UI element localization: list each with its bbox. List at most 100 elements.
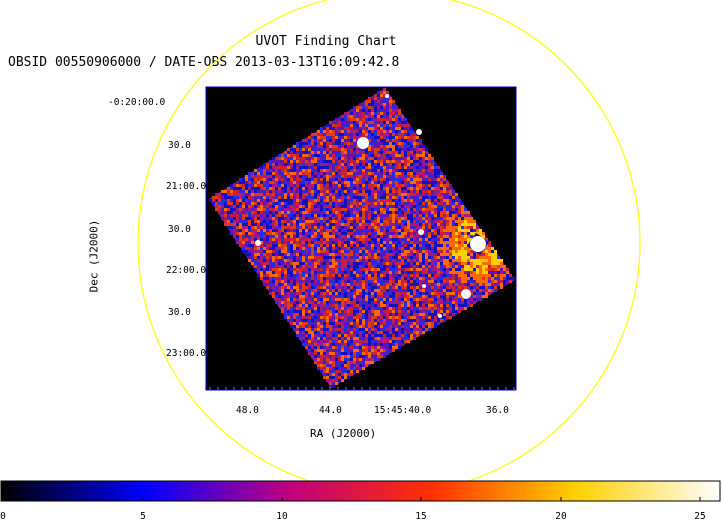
noise-pixel: [320, 133, 323, 136]
noise-pixel: [425, 160, 428, 163]
noise-pixel: [290, 196, 293, 199]
noise-pixel: [437, 223, 440, 226]
noise-pixel: [326, 190, 329, 193]
noise-pixel: [395, 148, 398, 151]
noise-pixel: [305, 202, 308, 205]
noise-pixel: [341, 163, 344, 166]
noise-pixel: [422, 304, 425, 307]
noise-pixel: [410, 292, 413, 295]
noise-pixel: [329, 241, 332, 244]
noise-pixel: [302, 157, 305, 160]
noise-pixel: [338, 256, 341, 259]
noise-pixel: [500, 262, 503, 265]
noise-pixel: [371, 142, 374, 145]
noise-pixel: [443, 307, 446, 310]
noise-pixel: [470, 250, 473, 253]
noise-pixel: [326, 208, 329, 211]
noise-pixel: [428, 319, 431, 322]
noise-pixel: [308, 181, 311, 184]
noise-pixel: [407, 190, 410, 193]
noise-pixel: [314, 145, 317, 148]
noise-pixel: [485, 262, 488, 265]
noise-pixel: [389, 190, 392, 193]
noise-pixel: [404, 244, 407, 247]
noise-pixel: [248, 187, 251, 190]
noise-pixel: [371, 175, 374, 178]
noise-pixel: [293, 304, 296, 307]
noise-pixel: [377, 91, 380, 94]
noise-pixel: [278, 247, 281, 250]
noise-pixel: [332, 232, 335, 235]
noise-pixel: [245, 181, 248, 184]
noise-pixel: [329, 187, 332, 190]
noise-pixel: [281, 232, 284, 235]
noise-pixel: [293, 160, 296, 163]
noise-pixel: [425, 193, 428, 196]
noise-pixel: [434, 229, 437, 232]
noise-pixel: [473, 232, 476, 235]
noise-pixel: [314, 274, 317, 277]
noise-pixel: [425, 202, 428, 205]
noise-pixel: [371, 118, 374, 121]
noise-pixel: [305, 148, 308, 151]
noise-pixel: [368, 298, 371, 301]
noise-pixel: [434, 247, 437, 250]
noise-pixel: [383, 250, 386, 253]
noise-pixel: [443, 193, 446, 196]
noise-pixel: [269, 175, 272, 178]
noise-pixel: [245, 235, 248, 238]
noise-pixel: [407, 238, 410, 241]
noise-pixel: [362, 184, 365, 187]
noise-pixel: [398, 280, 401, 283]
noise-pixel: [371, 301, 374, 304]
noise-pixel: [299, 244, 302, 247]
noise-pixel: [458, 238, 461, 241]
noise-pixel: [284, 310, 287, 313]
noise-pixel: [275, 163, 278, 166]
noise-pixel: [374, 235, 377, 238]
noise-pixel: [218, 205, 221, 208]
noise-pixel: [233, 226, 236, 229]
noise-pixel: [389, 130, 392, 133]
noise-pixel: [386, 253, 389, 256]
noise-pixel: [248, 250, 251, 253]
noise-pixel: [290, 229, 293, 232]
noise-pixel: [449, 298, 452, 301]
noise-pixel: [440, 211, 443, 214]
noise-pixel: [326, 184, 329, 187]
noise-pixel: [317, 250, 320, 253]
noise-pixel: [284, 262, 287, 265]
noise-pixel: [323, 193, 326, 196]
noise-pixel: [365, 130, 368, 133]
noise-pixel: [407, 256, 410, 259]
noise-pixel: [377, 316, 380, 319]
noise-pixel: [419, 280, 422, 283]
noise-pixel: [365, 313, 368, 316]
noise-pixel: [395, 304, 398, 307]
noise-pixel: [449, 223, 452, 226]
noise-pixel: [365, 196, 368, 199]
noise-pixel: [380, 136, 383, 139]
noise-pixel: [320, 145, 323, 148]
noise-pixel: [359, 217, 362, 220]
noise-pixel: [407, 157, 410, 160]
noise-pixel: [275, 220, 278, 223]
noise-pixel: [380, 256, 383, 259]
noise-pixel: [404, 214, 407, 217]
noise-pixel: [434, 322, 437, 325]
noise-pixel: [272, 253, 275, 256]
noise-pixel: [386, 145, 389, 148]
noise-pixel: [431, 223, 434, 226]
noise-pixel: [398, 268, 401, 271]
noise-pixel: [404, 235, 407, 238]
noise-pixel: [380, 109, 383, 112]
noise-pixel: [332, 280, 335, 283]
noise-pixel: [233, 211, 236, 214]
noise-pixel: [269, 172, 272, 175]
noise-pixel: [347, 154, 350, 157]
noise-pixel: [335, 127, 338, 130]
noise-pixel: [311, 334, 314, 337]
noise-pixel: [245, 205, 248, 208]
noise-pixel: [332, 292, 335, 295]
noise-pixel: [425, 319, 428, 322]
